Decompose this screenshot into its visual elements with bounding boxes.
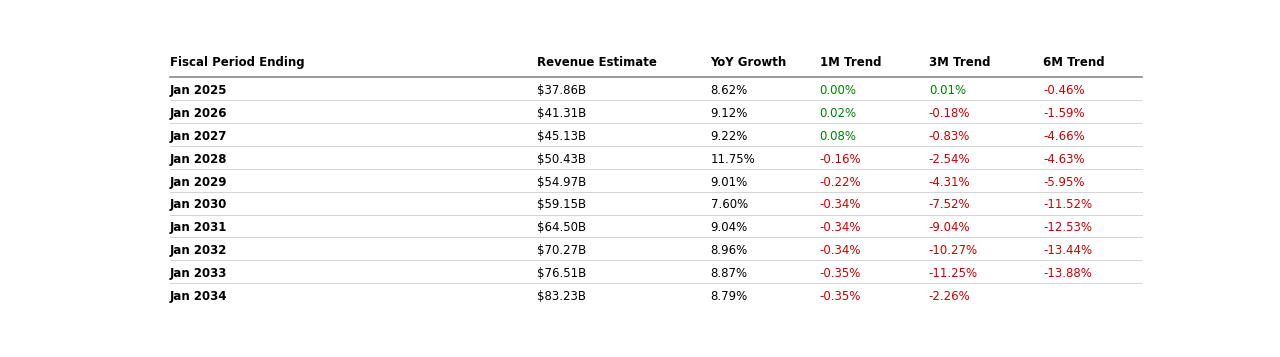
Text: Jan 2031: Jan 2031	[170, 221, 228, 234]
Text: -11.52%: -11.52%	[1043, 198, 1092, 211]
Text: -0.22%: -0.22%	[819, 176, 861, 188]
Text: 8.62%: 8.62%	[710, 84, 748, 97]
Text: -7.52%: -7.52%	[929, 198, 970, 211]
Text: Jan 2032: Jan 2032	[170, 244, 228, 257]
Text: $50.43B: $50.43B	[538, 153, 586, 166]
Text: $54.97B: $54.97B	[538, 176, 586, 188]
Text: -0.35%: -0.35%	[819, 267, 861, 280]
Text: Jan 2033: Jan 2033	[170, 267, 228, 280]
Text: -1.59%: -1.59%	[1043, 107, 1084, 120]
Text: -0.83%: -0.83%	[929, 130, 970, 143]
Text: -0.35%: -0.35%	[819, 290, 861, 303]
Text: Jan 2028: Jan 2028	[170, 153, 228, 166]
Text: Jan 2026: Jan 2026	[170, 107, 228, 120]
Text: Jan 2027: Jan 2027	[170, 130, 228, 143]
Text: 9.12%: 9.12%	[710, 107, 748, 120]
Text: -5.95%: -5.95%	[1043, 176, 1084, 188]
Text: 8.87%: 8.87%	[710, 267, 748, 280]
Text: -12.53%: -12.53%	[1043, 221, 1092, 234]
Text: $41.31B: $41.31B	[538, 107, 586, 120]
Text: -10.27%: -10.27%	[929, 244, 978, 257]
Text: Jan 2029: Jan 2029	[170, 176, 228, 188]
Text: -11.25%: -11.25%	[929, 267, 978, 280]
Text: -2.54%: -2.54%	[929, 153, 970, 166]
Text: $64.50B: $64.50B	[538, 221, 586, 234]
Text: -4.66%: -4.66%	[1043, 130, 1084, 143]
Text: 0.02%: 0.02%	[819, 107, 856, 120]
Text: -13.88%: -13.88%	[1043, 267, 1092, 280]
Text: 6M Trend: 6M Trend	[1043, 56, 1105, 69]
Text: $45.13B: $45.13B	[538, 130, 586, 143]
Text: -0.46%: -0.46%	[1043, 84, 1084, 97]
Text: 11.75%: 11.75%	[710, 153, 755, 166]
Text: $76.51B: $76.51B	[538, 267, 586, 280]
Text: -2.26%: -2.26%	[929, 290, 970, 303]
Text: Jan 2030: Jan 2030	[170, 198, 228, 211]
Text: Jan 2025: Jan 2025	[170, 84, 228, 97]
Text: $37.86B: $37.86B	[538, 84, 586, 97]
Text: 9.22%: 9.22%	[710, 130, 748, 143]
Text: 8.79%: 8.79%	[710, 290, 748, 303]
Text: -0.34%: -0.34%	[819, 221, 861, 234]
Text: 0.00%: 0.00%	[819, 84, 856, 97]
Text: -4.63%: -4.63%	[1043, 153, 1084, 166]
Text: YoY Growth: YoY Growth	[710, 56, 787, 69]
Text: $83.23B: $83.23B	[538, 290, 586, 303]
Text: 8.96%: 8.96%	[710, 244, 748, 257]
Text: $59.15B: $59.15B	[538, 198, 586, 211]
Text: -0.18%: -0.18%	[929, 107, 970, 120]
Text: Fiscal Period Ending: Fiscal Period Ending	[170, 56, 305, 69]
Text: -13.44%: -13.44%	[1043, 244, 1092, 257]
Text: $70.27B: $70.27B	[538, 244, 586, 257]
Text: -9.04%: -9.04%	[929, 221, 970, 234]
Text: -0.16%: -0.16%	[819, 153, 861, 166]
Text: Jan 2034: Jan 2034	[170, 290, 228, 303]
Text: -0.34%: -0.34%	[819, 198, 861, 211]
Text: -0.34%: -0.34%	[819, 244, 861, 257]
Text: 1M Trend: 1M Trend	[819, 56, 881, 69]
Text: 0.08%: 0.08%	[819, 130, 856, 143]
Text: -4.31%: -4.31%	[929, 176, 970, 188]
Text: 9.04%: 9.04%	[710, 221, 748, 234]
Text: 9.01%: 9.01%	[710, 176, 748, 188]
Text: Revenue Estimate: Revenue Estimate	[538, 56, 657, 69]
Text: 7.60%: 7.60%	[710, 198, 748, 211]
Text: 0.01%: 0.01%	[929, 84, 966, 97]
Text: 3M Trend: 3M Trend	[929, 56, 991, 69]
